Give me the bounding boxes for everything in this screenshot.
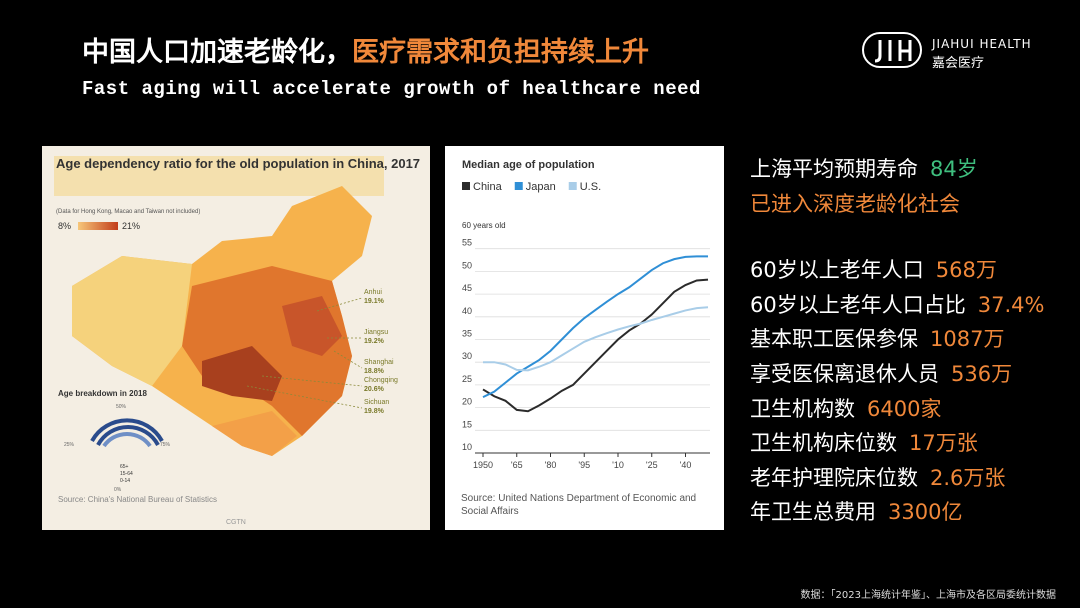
x-tick-label: '80 xyxy=(545,460,557,470)
title-accent: 医疗需求和负担持续上升 xyxy=(352,37,649,68)
title: 中国人口加速老龄化，医疗需求和负担持续上升 xyxy=(82,30,649,69)
stat-label: 基本职工医保参保 xyxy=(750,327,918,352)
logo-text: JIAHUI HEALTH xyxy=(932,37,1032,51)
stat-label: 60岁以上老年人口 xyxy=(750,258,924,283)
logo-mark xyxy=(862,32,922,68)
y-tick-label: 15 xyxy=(462,419,472,429)
stat-row: 享受医保离退休人员 536万 xyxy=(750,357,1044,392)
stat-label: 享受医保离退休人员 xyxy=(750,361,939,386)
x-tick-label: 1950 xyxy=(473,460,493,470)
footer-source: 数据：「2023上海统计年鉴」、上海市及各区局委统计数据 xyxy=(800,590,1056,601)
breakdown-group: 65+ xyxy=(120,464,129,470)
legend-label: 8% xyxy=(58,221,71,231)
province-name: Anhui xyxy=(364,289,382,296)
stat-label: 卫生机构数 xyxy=(750,396,855,421)
y-tick-label: 55 xyxy=(462,238,472,248)
title-main: 中国人口加速老龄化， xyxy=(82,37,352,68)
leader-line xyxy=(261,375,363,387)
y-tick-label: 25 xyxy=(462,374,472,384)
stat-row: 60岁以上老年人口 568万 xyxy=(750,253,1044,288)
leader-line xyxy=(333,350,363,369)
stat-row: 卫生机构数 6400家 xyxy=(750,392,1044,427)
stat-list: 60岁以上老年人口 568万 60岁以上老年人口占比 37.4% 基本职工医保参保 108… xyxy=(750,253,1044,530)
province-labels: Anhui 19.1% Jiangsu 19.2% Shanghai 18.8% Chong… xyxy=(246,289,398,415)
stat-label: 60岁以上老年人口占比 xyxy=(750,292,966,317)
breakdown-group: 0-14 xyxy=(120,478,130,484)
stat-row: 卫生机构床位数 17万张 xyxy=(750,426,1044,461)
stat-value: 536万 xyxy=(951,361,1013,386)
chart-title: Median age of population xyxy=(462,159,595,171)
stat-value: 568万 xyxy=(935,258,997,283)
breakdown-tick: 0% xyxy=(114,487,122,493)
stat-row: 基本职工医保参保 1087万 xyxy=(750,322,1044,357)
y-tick-label: 35 xyxy=(462,329,472,339)
breakdown-title: Age breakdown in 2018 xyxy=(58,389,147,398)
stat-value: 1087万 xyxy=(930,327,1005,352)
leader-line xyxy=(246,385,363,409)
province-value: 19.1% xyxy=(364,298,385,305)
province-value: 20.6% xyxy=(364,386,385,393)
legend-swatch xyxy=(514,182,523,190)
breakdown-tick: 75% xyxy=(160,442,171,448)
legend-swatch xyxy=(568,182,577,190)
subtitle: Fast aging will accelerate growth of hea… xyxy=(82,78,701,100)
map-title: Age dependency ratio for the old populat… xyxy=(56,156,420,171)
breakdown-group: 15-64 xyxy=(120,471,133,477)
breakdown-tick: 25% xyxy=(64,442,75,448)
y-tick-label: 30 xyxy=(462,351,472,361)
x-tick-label: '25 xyxy=(646,460,658,470)
y-tick-label: 20 xyxy=(462,397,472,407)
stat-row: 年卫生总费用 3300亿 xyxy=(750,495,1044,530)
x-tick-label: '10 xyxy=(612,460,624,470)
stat-label: 老年护理院床位数 xyxy=(750,465,918,490)
stat-row: 老年护理院床位数 2.6万张 xyxy=(750,461,1044,496)
province-value: 19.8% xyxy=(364,408,385,415)
chart-source: Source: United Nations Department of Eco… xyxy=(461,493,697,517)
x-tick-label: '65 xyxy=(511,460,523,470)
legend-swatch xyxy=(462,182,470,190)
stat-status: 已进入深度老龄化社会 xyxy=(750,191,960,216)
stat-label: 年卫生总费用 xyxy=(750,500,876,525)
map-note: (Data for Hong Kong, Macao and Taiwan no… xyxy=(56,209,200,215)
stat-row: 60岁以上老年人口占比 37.4% xyxy=(750,288,1044,323)
stat-value: 3300亿 xyxy=(888,500,963,525)
x-tick-label: '40 xyxy=(680,460,692,470)
legend-label: Japan xyxy=(526,181,556,193)
map-credit: CGTN xyxy=(226,519,246,526)
province-name: Chongqing xyxy=(364,377,398,384)
stat-value: 6400家 xyxy=(867,396,942,421)
series-line xyxy=(483,306,709,372)
breakdown-tick: 50% xyxy=(116,404,127,410)
x-tick-label: '95 xyxy=(578,460,590,470)
province-value: 18.8% xyxy=(364,368,385,375)
stat-value: 17万张 xyxy=(909,431,978,456)
legend-label: 21% xyxy=(122,221,140,231)
series-line xyxy=(482,278,709,413)
y-tick-label: 50 xyxy=(462,260,472,270)
province-name: Shanghai xyxy=(364,359,394,366)
stat-value: 2.6万张 xyxy=(930,465,1006,490)
logo-text: 嘉会医疗 xyxy=(932,56,985,71)
province-name: Jiangsu xyxy=(364,329,388,336)
y-axis-label: 60 years old xyxy=(462,221,506,230)
stats-panel: 上海平均预期寿命 84岁 已进入深度老龄化社会 60岁以上老年人口 568万 60岁以… xyxy=(750,152,1044,530)
stat-label: 卫生机构床位数 xyxy=(750,431,897,456)
y-tick-label: 10 xyxy=(462,442,472,452)
province-name: Sichuan xyxy=(364,399,389,406)
legend-label: China xyxy=(473,181,503,193)
y-tick-label: 40 xyxy=(462,306,472,316)
y-tick-label: 45 xyxy=(462,283,472,293)
stat-highlight: 上海平均预期寿命 84岁 xyxy=(750,152,1044,187)
stat-value: 37.4% xyxy=(977,292,1045,317)
line-chart: Median age of population 60 years old So… xyxy=(445,146,724,530)
map-source: Source: China's National Bureau of Stati… xyxy=(58,495,217,504)
stat-value: 84岁 xyxy=(930,157,978,181)
legend-label: U.S. xyxy=(580,181,601,193)
series-line xyxy=(482,255,708,399)
stat-label: 上海平均预期寿命 xyxy=(750,157,918,181)
province-value: 19.2% xyxy=(364,338,385,345)
map-panel: Age dependency ratio for the old populat… xyxy=(42,146,430,530)
